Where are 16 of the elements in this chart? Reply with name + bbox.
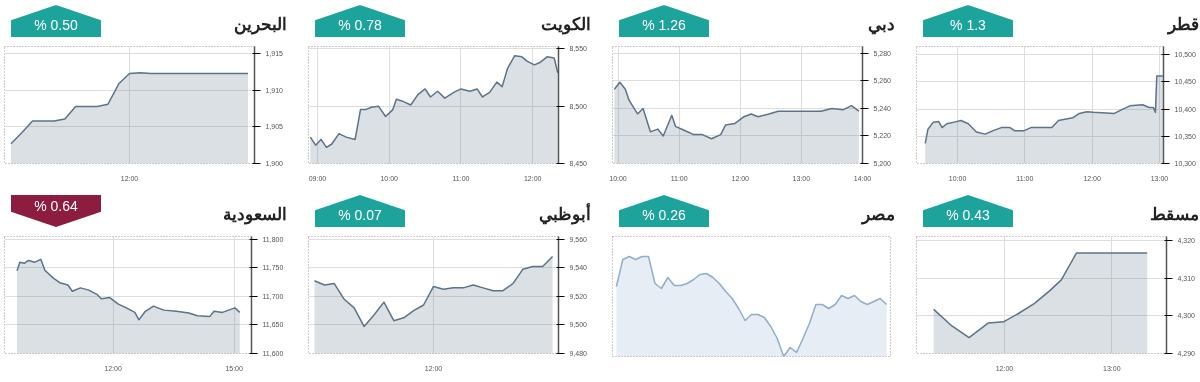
chart-title: مصر — [862, 203, 895, 227]
chart-title: مسقط — [1150, 203, 1199, 226]
chart-title: الكويت — [541, 13, 591, 37]
text: % 0.64 — [11, 195, 101, 227]
chart-title: البحرين — [234, 13, 287, 37]
text: % 0.26 — [619, 195, 709, 227]
text: % 0.50 — [11, 5, 101, 37]
chart-title: دبي — [868, 13, 895, 37]
text: % 0.78 — [315, 5, 405, 37]
text: % 0.07 — [315, 195, 405, 227]
text: % 1.26 — [619, 5, 709, 37]
chart-title: أبوظبي — [539, 202, 591, 227]
chart-title: قطر — [1168, 13, 1199, 37]
text: % 1.3 — [923, 5, 1013, 37]
text: % 0.43 — [923, 195, 1013, 227]
chart-title: السعودية — [223, 203, 287, 227]
